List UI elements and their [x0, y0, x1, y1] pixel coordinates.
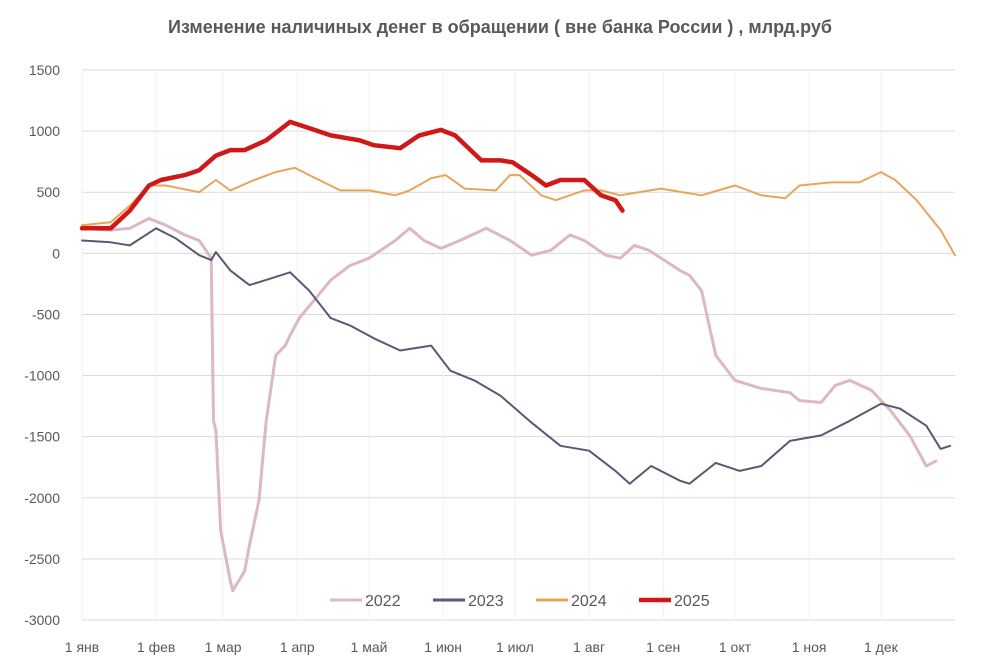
- legend: 2022 2023 2024 2025: [330, 593, 710, 610]
- y-tick-label: 500: [37, 184, 61, 200]
- x-tick-label: 1 авг: [573, 639, 605, 655]
- series-lines: [79, 119, 956, 593]
- legend-label: 2023: [468, 593, 504, 610]
- y-tick-label: -2500: [24, 551, 60, 567]
- y-tick-label: -500: [32, 306, 60, 322]
- x-tick-label: 1 янв: [65, 639, 99, 655]
- x-axis-ticks: 1 янв 1 фев 1 мар 1 апр 1 май 1 июн 1 июл 1 авг…: [65, 639, 899, 655]
- chart-title: Изменение наличиных денег в обращении ( …: [168, 17, 832, 37]
- legend-label: 2025: [674, 593, 710, 610]
- x-tick-label: 1 май: [351, 639, 388, 655]
- x-tick-label: 1 дек: [864, 639, 899, 655]
- x-tick-label: 1 апр: [280, 639, 315, 655]
- series-line-2024: [81, 166, 956, 257]
- y-tick-label: -1500: [24, 429, 60, 445]
- legend-label: 2022: [365, 593, 401, 610]
- series-line-2025: [79, 119, 625, 231]
- x-tick-label: 1 сен: [646, 639, 680, 655]
- x-tick-label: 1 мар: [205, 639, 242, 655]
- y-tick-label: -2000: [24, 490, 60, 506]
- x-tick-label: 1 фев: [137, 639, 175, 655]
- x-tick-label: 1 июл: [496, 639, 534, 655]
- y-tick-label: 1500: [29, 62, 60, 78]
- y-tick-label: -1000: [24, 368, 60, 384]
- legend-label: 2024: [571, 593, 607, 610]
- x-tick-label: 1 июн: [424, 639, 462, 655]
- series-line-2023: [81, 227, 952, 485]
- y-tick-label: -3000: [24, 612, 60, 628]
- x-tick-label: 1 окт: [719, 639, 752, 655]
- y-tick-label: 1000: [29, 123, 60, 139]
- x-tick-label: 1 ноя: [792, 639, 827, 655]
- gridlines: [81, 69, 955, 621]
- y-axis-ticks: 1500 1000 500 0 -500 -1000 -1500 -2000 -2500 -300…: [24, 62, 60, 628]
- y-tick-label: 0: [52, 245, 60, 261]
- series-line-2022: [80, 217, 938, 593]
